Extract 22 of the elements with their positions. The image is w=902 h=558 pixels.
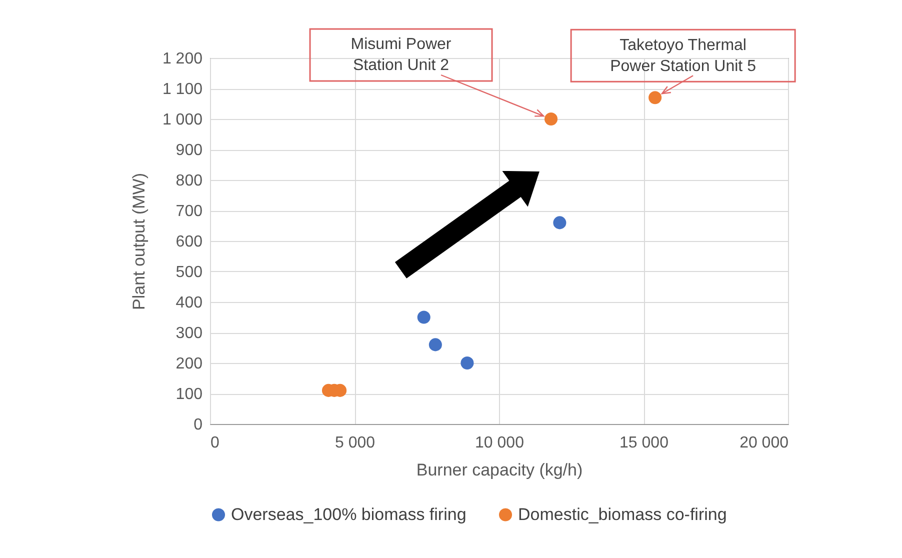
x-tick-label: 0 (210, 434, 220, 452)
y-tick-label: 900 (176, 142, 203, 159)
legend-label: Overseas_100% biomass firing (231, 504, 466, 524)
y-axis-title: Plant output (MW) (129, 173, 148, 310)
x-tick-label: 15 000 (620, 434, 669, 452)
y-tick-label: 1 100 (162, 81, 203, 98)
y-tick-label: 100 (176, 386, 203, 403)
y-tick-label: 0 (194, 416, 203, 434)
x-tick-label: 20 000 (740, 434, 789, 452)
y-tick-label: 200 (176, 356, 203, 372)
y-tick-label: 500 (176, 264, 203, 281)
y-tick-label: 800 (176, 172, 203, 190)
y-tick-label: 1 200 (162, 50, 203, 68)
legend-label: Domestic_biomass co-firing (518, 504, 727, 524)
x-tick-label: 5 000 (334, 434, 376, 452)
x-tick-label: 10 000 (475, 434, 524, 452)
y-tick-label: 600 (176, 234, 203, 250)
y-tick-label: 1 000 (162, 112, 203, 128)
x-axis-title: Burner capacity (kg/h) (416, 460, 583, 480)
y-tick-label: 300 (176, 325, 203, 342)
y-tick-label: 700 (176, 203, 203, 220)
y-tick-label: 400 (176, 294, 203, 312)
